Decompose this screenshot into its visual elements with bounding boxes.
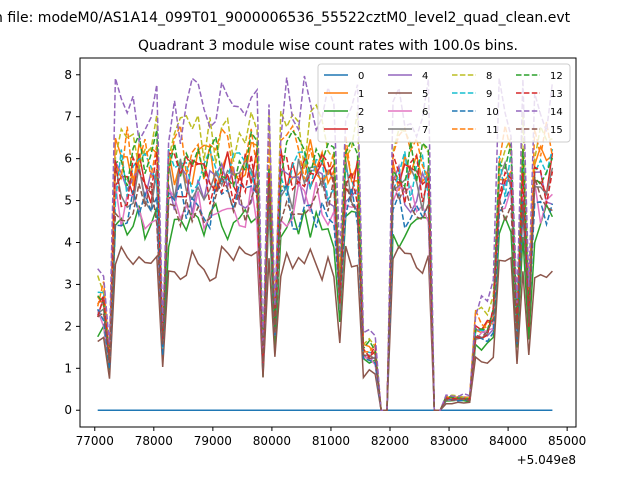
chart-title: Quadrant 3 module wise count rates with … bbox=[138, 38, 518, 54]
legend-label-9: 9 bbox=[486, 89, 492, 100]
series-line-12 bbox=[97, 129, 554, 411]
x-axis: 77000 78000 79000 80000 81000 82000 83000 84000… bbox=[76, 427, 586, 448]
legend-label-3: 3 bbox=[358, 125, 364, 136]
series-line-10 bbox=[97, 178, 554, 411]
legend-label-5: 5 bbox=[422, 89, 428, 100]
series-line-13 bbox=[96, 152, 554, 411]
figure-suptitle: n file: modeM0/AS1A14_099T01_9000006536_… bbox=[0, 10, 571, 26]
legend-label-13: 13 bbox=[550, 89, 563, 100]
legend-label-12: 12 bbox=[550, 71, 563, 82]
y-tick-label: 3 bbox=[64, 277, 72, 291]
legend-label-2: 2 bbox=[358, 107, 364, 118]
legend-label-4: 4 bbox=[422, 71, 428, 82]
y-tick-label: 2 bbox=[64, 319, 72, 333]
x-tick-label: 81000 bbox=[312, 434, 350, 448]
legend-label-15: 15 bbox=[550, 125, 563, 136]
x-tick-label: 78000 bbox=[135, 434, 173, 448]
legend-box bbox=[317, 63, 571, 143]
y-tick-label: 5 bbox=[64, 194, 72, 208]
series-line-2 bbox=[97, 201, 554, 411]
series-line-14 bbox=[97, 75, 554, 411]
y-tick-label: 4 bbox=[64, 236, 72, 250]
y-tick-label: 6 bbox=[64, 152, 72, 166]
y-tick-label: 1 bbox=[64, 361, 72, 375]
series-layer bbox=[96, 75, 554, 411]
y-tick-label: 8 bbox=[64, 68, 72, 82]
series-line-9 bbox=[97, 147, 554, 411]
y-tick-label: 7 bbox=[64, 110, 72, 124]
legend-label-7: 7 bbox=[422, 125, 428, 136]
series-line-15 bbox=[97, 175, 553, 411]
x-tick-label: 83000 bbox=[430, 434, 468, 448]
legend-label-6: 6 bbox=[422, 107, 428, 118]
x-tick-label: 77000 bbox=[76, 434, 114, 448]
legend-label-10: 10 bbox=[486, 107, 499, 118]
legend-label-14: 14 bbox=[550, 107, 563, 118]
x-offset-label: +5.049e8 bbox=[517, 453, 576, 467]
legend-label-8: 8 bbox=[486, 71, 492, 82]
y-tick-label: 0 bbox=[64, 403, 72, 417]
legend-label-11: 11 bbox=[486, 125, 499, 136]
x-tick-label: 84000 bbox=[489, 434, 527, 448]
legend-label-0: 0 bbox=[358, 71, 364, 82]
legend-label-1: 1 bbox=[358, 89, 364, 100]
x-tick-label: 82000 bbox=[371, 434, 409, 448]
x-tick-label: 80000 bbox=[253, 434, 291, 448]
x-tick-label: 85000 bbox=[548, 434, 586, 448]
x-tick-label: 79000 bbox=[194, 434, 232, 448]
y-axis: 0 1 2 3 4 5 6 7 8 bbox=[64, 68, 80, 417]
series-line-5 bbox=[97, 244, 553, 411]
